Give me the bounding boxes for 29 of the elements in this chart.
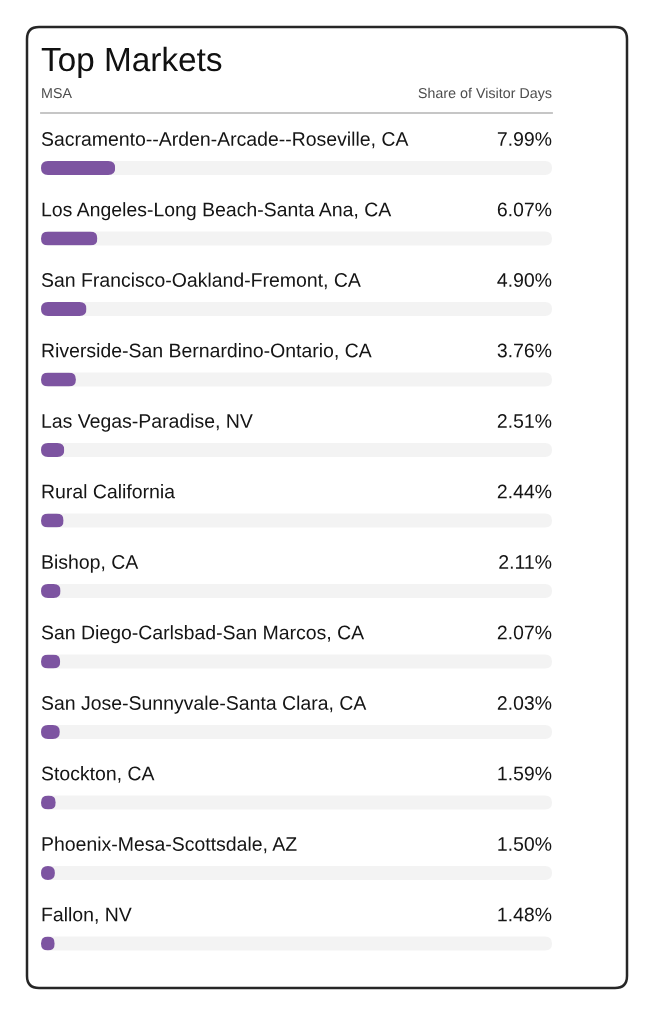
data-label: 7.99% [497, 132, 552, 146]
y-tick-label: San Jose-Sunnyvale-Santa Clara, CA [41, 695, 367, 714]
data-label: 3.76% [497, 343, 552, 358]
y-tick-label: Rural California [42, 484, 175, 499]
data-label: 2.51% [497, 414, 552, 428]
y-axis-title: MSA [42, 88, 72, 99]
data-label: 2.03% [497, 696, 552, 710]
y-tick-label: Los Angeles-Long Beach-Santa Ana, CA [42, 202, 392, 221]
chart-title: Top Markets [41, 46, 222, 78]
data-label: 1.50% [498, 837, 552, 851]
data-label: 6.07% [497, 202, 552, 217]
y-tick-label: Phoenix-Mesa-Scottsdale, AZ [42, 836, 297, 854]
x-axis-title: Share of Visitor Days [418, 87, 552, 101]
y-tick-label: San Francisco-Oakland-Fremont, CA [41, 272, 361, 290]
y-tick-label: Fallon, NV [42, 907, 132, 924]
data-label: 2.07% [497, 625, 552, 640]
y-tick-label: Bishop, CA [42, 554, 139, 573]
data-label: 1.59% [498, 766, 552, 781]
data-label: 2.11% [499, 555, 552, 569]
y-tick-label: Las Vegas-Paradise, NV [42, 413, 253, 432]
bar [41, 302, 87, 316]
data-label: 4.90% [497, 273, 552, 287]
y-tick-label: San Diego-Carlsbad-San Marcos, CA [41, 625, 365, 644]
data-label: 1.48% [498, 907, 552, 922]
bar [41, 161, 116, 175]
y-tick-label: Riverside-San Bernardino-Ontario, CA [42, 343, 372, 360]
data-label: 2.44% [497, 484, 552, 499]
y-tick-label: Stockton, CA [41, 766, 155, 783]
y-tick-label: Sacramento--Arden-Arcade--Roseville, CA [41, 131, 409, 149]
